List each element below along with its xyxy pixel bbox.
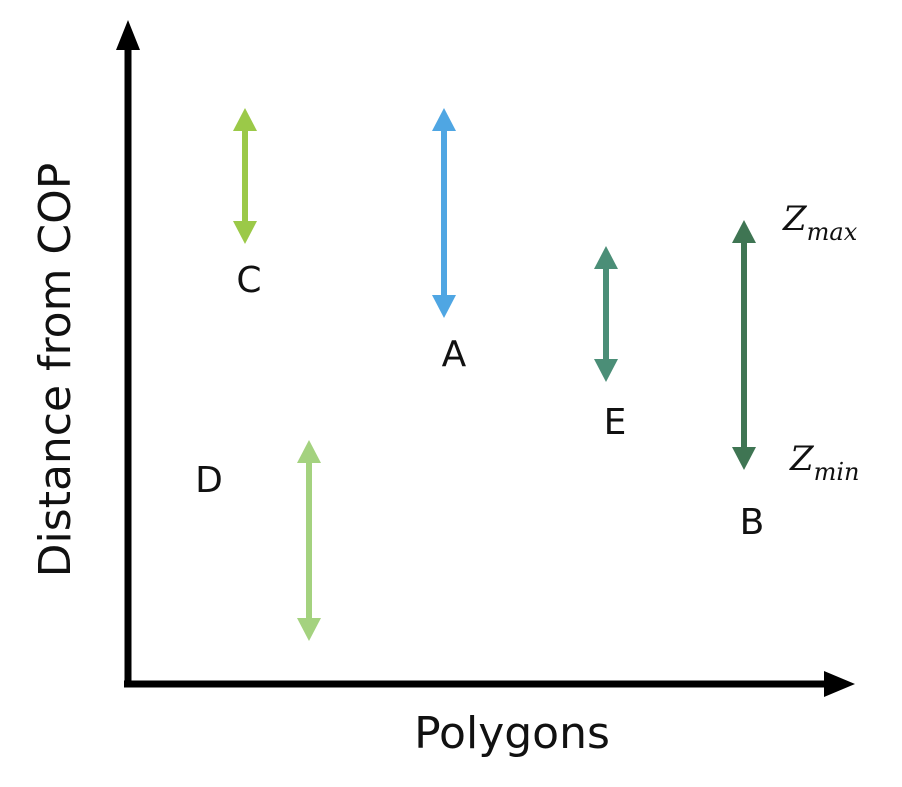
label-e: E [604,402,627,443]
x-axis-title: Polygons [414,708,610,759]
range-arrow-a [432,108,456,318]
zmax-label: Zmax [782,199,858,246]
label-c: C [236,260,261,301]
range-arrow-e [594,246,618,382]
range-arrow-d [297,440,321,641]
zmin-sub: min [814,458,860,486]
label-b: B [740,502,765,543]
zmax-base: Z [782,199,808,239]
zmax-sub: max [807,218,858,246]
label-d: D [195,460,223,501]
y-axis-arrowhead [116,20,140,50]
zmin-label: Zmin [789,439,860,486]
axes [116,20,855,697]
y-axis-title: Distance from COP [30,163,81,578]
range-arrow-b [732,220,756,470]
x-axis-arrowhead [824,671,855,697]
label-a: A [442,334,467,375]
zmin-base: Z [789,439,815,479]
range-arrow-c [233,108,257,244]
